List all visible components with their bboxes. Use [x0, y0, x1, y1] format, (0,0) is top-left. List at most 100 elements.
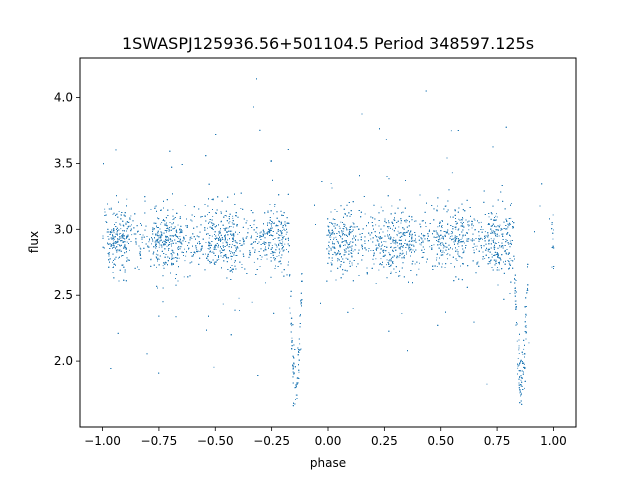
- data-point: [269, 242, 271, 244]
- chart-title: 1SWASPJ125936.56+501104.5 Period 348597.…: [122, 34, 534, 53]
- data-point: [380, 248, 382, 250]
- data-point: [279, 250, 281, 252]
- data-point: [514, 287, 516, 289]
- data-point: [352, 222, 354, 224]
- data-point: [518, 345, 520, 347]
- data-point: [332, 223, 334, 224]
- scatter-points: [102, 78, 555, 407]
- data-point: [352, 250, 354, 252]
- data-point: [285, 233, 287, 235]
- data-point: [520, 385, 522, 387]
- data-point: [117, 244, 119, 245]
- data-point: [177, 224, 179, 226]
- data-point: [496, 216, 498, 218]
- data-point: [523, 364, 525, 365]
- data-point: [274, 243, 276, 245]
- data-point: [331, 260, 333, 261]
- data-point: [440, 245, 442, 246]
- data-point: [419, 262, 420, 264]
- data-point: [329, 236, 330, 238]
- data-point: [390, 237, 392, 239]
- data-point: [409, 244, 411, 246]
- data-point: [259, 266, 261, 267]
- data-point: [522, 353, 524, 355]
- data-point: [394, 247, 396, 248]
- data-point: [129, 249, 130, 251]
- data-point: [296, 383, 298, 385]
- data-point: [482, 229, 484, 230]
- data-point: [256, 233, 258, 235]
- data-point: [474, 219, 476, 221]
- data-point: [414, 220, 415, 222]
- data-point: [349, 262, 350, 264]
- data-point: [442, 235, 444, 237]
- data-point: [451, 172, 453, 174]
- data-point: [211, 226, 213, 228]
- data-point: [110, 207, 112, 209]
- data-point: [120, 215, 122, 216]
- data-point: [364, 213, 366, 215]
- data-point: [332, 223, 333, 225]
- data-point: [377, 240, 379, 242]
- data-point: [239, 310, 240, 311]
- data-point: [450, 233, 452, 235]
- data-point: [352, 308, 354, 309]
- data-point: [278, 240, 280, 242]
- data-point: [461, 220, 463, 222]
- data-point: [158, 243, 160, 245]
- data-point: [274, 252, 276, 254]
- data-point: [482, 238, 483, 240]
- data-point: [526, 290, 528, 291]
- data-point: [409, 232, 410, 234]
- data-point: [485, 236, 486, 238]
- data-point: [128, 225, 129, 227]
- data-point: [378, 269, 380, 271]
- data-point: [175, 233, 177, 235]
- data-point: [218, 238, 219, 240]
- data-point: [484, 231, 486, 233]
- data-point: [128, 221, 130, 223]
- data-point: [519, 392, 521, 394]
- data-point: [552, 214, 554, 216]
- data-point: [234, 261, 235, 263]
- data-point: [169, 235, 171, 237]
- data-point: [191, 238, 193, 239]
- data-point: [455, 228, 457, 230]
- data-point: [401, 250, 403, 252]
- data-point: [156, 266, 157, 268]
- data-point: [122, 236, 124, 238]
- data-point: [185, 241, 187, 242]
- data-point: [231, 230, 233, 232]
- data-point: [330, 236, 332, 238]
- data-point: [205, 253, 206, 255]
- data-point: [150, 209, 152, 210]
- data-point: [525, 327, 527, 328]
- data-point: [553, 229, 554, 231]
- data-point: [402, 233, 404, 235]
- data-point: [409, 250, 410, 252]
- data-point: [468, 224, 470, 226]
- data-point: [386, 264, 387, 266]
- data-point: [112, 237, 114, 239]
- data-point: [488, 216, 490, 218]
- data-point: [249, 250, 250, 252]
- data-point: [511, 203, 512, 204]
- data-point: [139, 252, 140, 254]
- data-point: [265, 282, 266, 284]
- data-point: [289, 312, 291, 314]
- data-point: [328, 231, 330, 233]
- data-point: [269, 204, 271, 205]
- data-point: [380, 206, 382, 208]
- data-point: [338, 225, 340, 227]
- data-point: [291, 337, 293, 339]
- data-point: [249, 250, 251, 252]
- data-point: [184, 205, 186, 206]
- data-point: [447, 253, 449, 254]
- data-point: [499, 245, 501, 246]
- data-point: [518, 353, 520, 354]
- data-point: [266, 258, 268, 260]
- data-point: [344, 251, 346, 253]
- data-point: [498, 242, 500, 243]
- data-point: [169, 229, 170, 231]
- data-point: [450, 130, 452, 132]
